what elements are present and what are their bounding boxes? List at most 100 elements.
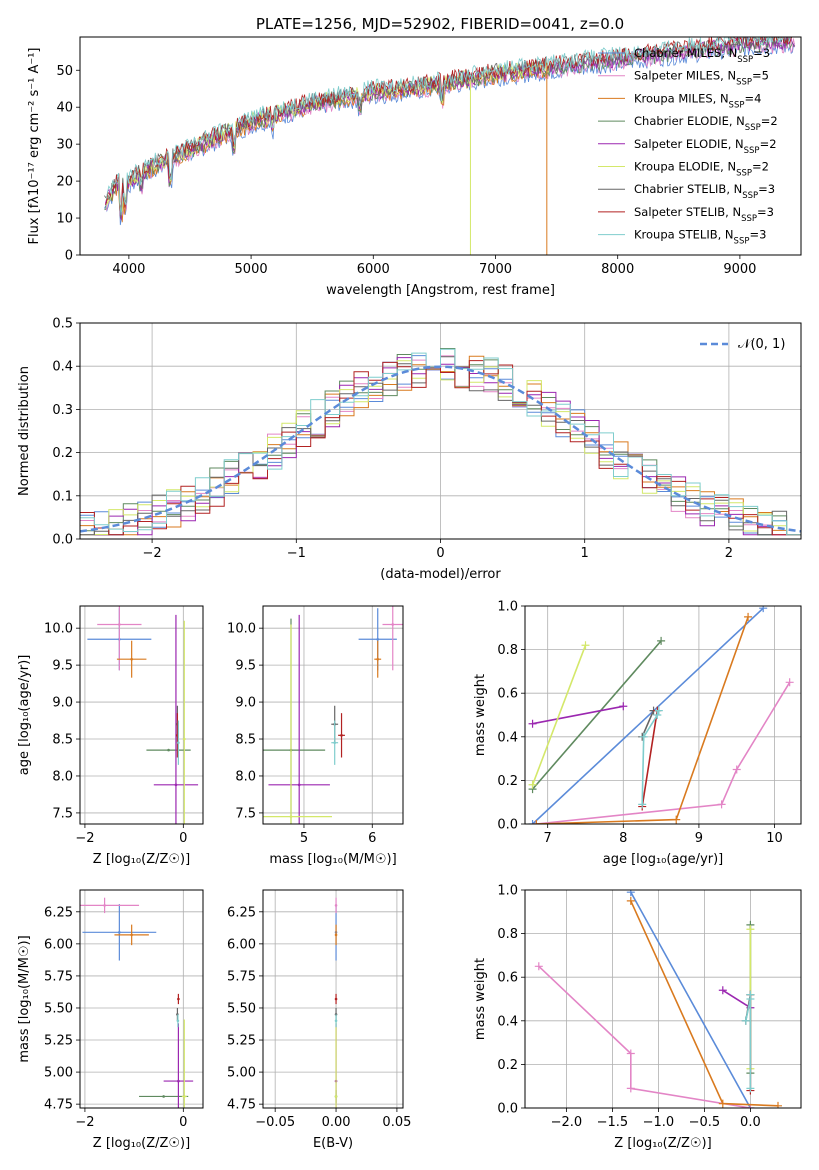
y-tick-label: 0.4 bbox=[52, 360, 73, 375]
legend-count: =2 bbox=[761, 114, 778, 128]
plus-marker bbox=[759, 606, 768, 613]
x-tick-label: 7000 bbox=[479, 262, 512, 277]
histogram-5 bbox=[80, 360, 801, 536]
spectrum-line-1 bbox=[105, 37, 795, 216]
plus-marker bbox=[732, 765, 741, 774]
legend-subscript: SSP bbox=[729, 100, 745, 110]
data-point bbox=[118, 623, 121, 626]
y-tick-label: 9.0 bbox=[235, 696, 256, 711]
y-tick-label: 6.25 bbox=[227, 905, 256, 920]
x-tick-label: 5000 bbox=[235, 262, 268, 277]
y-tick-label: 5.75 bbox=[44, 969, 73, 984]
y-tick-label: 5.00 bbox=[227, 1066, 256, 1081]
plot-area bbox=[263, 606, 403, 824]
plus-marker bbox=[639, 732, 648, 741]
legend-subscript: SSP bbox=[736, 78, 752, 88]
plus-marker bbox=[774, 1101, 782, 1108]
weight-line bbox=[538, 965, 751, 1108]
plus-marker bbox=[534, 962, 543, 971]
legend-subscript: SSP bbox=[734, 237, 750, 247]
plot-area bbox=[334, 897, 338, 1108]
y-tick-label: 0 bbox=[65, 249, 73, 264]
plus-marker bbox=[528, 780, 537, 789]
plus-marker bbox=[746, 990, 755, 999]
y-tick-label: 20 bbox=[56, 175, 73, 190]
data-point bbox=[174, 783, 178, 787]
x-tick-label: 5 bbox=[300, 831, 308, 846]
x-tick-label: −1 bbox=[287, 546, 306, 561]
x-tick-label: −2 bbox=[143, 546, 162, 561]
panel-mass-vs-Z: −2 0 4.75 5.00 5.25 5.50 5.75 6.00 6.25 Z [log₁₀(… bbox=[17, 889, 204, 1151]
spectrum-line-4 bbox=[105, 37, 795, 221]
data-point bbox=[183, 1095, 186, 1098]
plus-marker bbox=[638, 800, 647, 809]
axes-frame bbox=[524, 605, 802, 825]
plus-marker bbox=[657, 636, 666, 645]
plus-marker bbox=[528, 820, 537, 824]
plus-marker bbox=[619, 702, 628, 711]
legend-entry: 𝒩(0, 1) bbox=[738, 337, 785, 352]
plus-marker bbox=[626, 896, 635, 905]
x-tick-label: 0.0 bbox=[740, 1115, 761, 1130]
legend-count: =2 bbox=[760, 137, 777, 151]
axes-frame bbox=[79, 36, 802, 256]
x-tick-label: −2 bbox=[75, 831, 94, 846]
plus-marker bbox=[785, 678, 794, 687]
y-tick-label: 5.00 bbox=[44, 1066, 73, 1081]
plot-area bbox=[87, 606, 199, 824]
legend-entry: Chabrier ELODIE, NSSP=2 bbox=[634, 114, 778, 133]
legend-entry: Kroupa MILES, NSSP=4 bbox=[634, 91, 761, 110]
data-point bbox=[167, 748, 170, 752]
legend-entry: Salpeter MILES, NSSP=5 bbox=[634, 69, 769, 88]
legend-subscript: SSP bbox=[742, 191, 758, 201]
y-tick-label: 1.0 bbox=[497, 600, 518, 615]
y-tick-label: 0.2 bbox=[497, 774, 518, 789]
legend-count: =3 bbox=[757, 205, 774, 219]
plus-marker bbox=[718, 1099, 727, 1108]
x-axis-label: E(B-V) bbox=[313, 1136, 353, 1151]
y-tick-label: 8.0 bbox=[52, 769, 73, 784]
data-point bbox=[183, 737, 186, 741]
panel-spectrum: 4000 5000 6000 7000 8000 9000 0 10 20 30 40 50 wavel… bbox=[27, 36, 802, 298]
data-point bbox=[334, 1095, 338, 1098]
axes-frame bbox=[79, 605, 204, 825]
normal-curve bbox=[80, 365, 801, 533]
data-point bbox=[334, 904, 338, 907]
figure-title: PLATE=1256, MJD=52902, FIBERID=0041, z=0… bbox=[256, 15, 624, 33]
y-tick-label: 7.5 bbox=[235, 806, 256, 821]
data-point bbox=[376, 637, 380, 641]
x-tick-label: 1 bbox=[581, 546, 589, 561]
x-axis-label: mass [log₁₀(M/M☉)] bbox=[269, 852, 396, 867]
x-tick-label: 0.05 bbox=[382, 1115, 411, 1130]
plus-marker bbox=[741, 1016, 750, 1025]
x-tick-label: −1.0 bbox=[643, 1115, 675, 1130]
y-tick-label: 0.5 bbox=[52, 317, 73, 332]
y-tick-label: 0.1 bbox=[52, 489, 73, 504]
legend-count: =3 bbox=[758, 182, 775, 196]
y-tick-label: 4.75 bbox=[227, 1098, 256, 1113]
panel-weight-vs-Z: −2.0 −1.5 −1.0 −0.5 0.0 0.0 0.2 0.4 0.6 0.8 1.0 Z [… bbox=[473, 884, 802, 1151]
data-point bbox=[177, 997, 180, 1001]
data-point bbox=[130, 657, 133, 661]
legend-count: =4 bbox=[744, 91, 761, 105]
x-tick-label: 0.00 bbox=[322, 1115, 351, 1130]
x-tick-label: 2 bbox=[725, 546, 733, 561]
y-tick-label: 0.3 bbox=[52, 403, 73, 418]
x-tick-label: 9000 bbox=[723, 262, 756, 277]
weight-line bbox=[536, 681, 791, 824]
plus-marker bbox=[717, 800, 726, 809]
spectrum-line-2 bbox=[106, 64, 547, 223]
legend-count: =3 bbox=[753, 46, 770, 60]
y-tick-label: 0.0 bbox=[497, 818, 518, 833]
legend-subscript: SSP bbox=[745, 123, 761, 133]
data-point bbox=[177, 741, 180, 745]
axes-frame bbox=[262, 605, 404, 825]
data-point bbox=[391, 623, 395, 626]
weight-line bbox=[531, 644, 587, 786]
y-tick-label: 40 bbox=[56, 101, 73, 116]
weight-line bbox=[531, 640, 662, 790]
legend-count: =5 bbox=[752, 69, 769, 83]
y-tick-label: 0.6 bbox=[497, 687, 518, 702]
data-point bbox=[103, 904, 106, 907]
